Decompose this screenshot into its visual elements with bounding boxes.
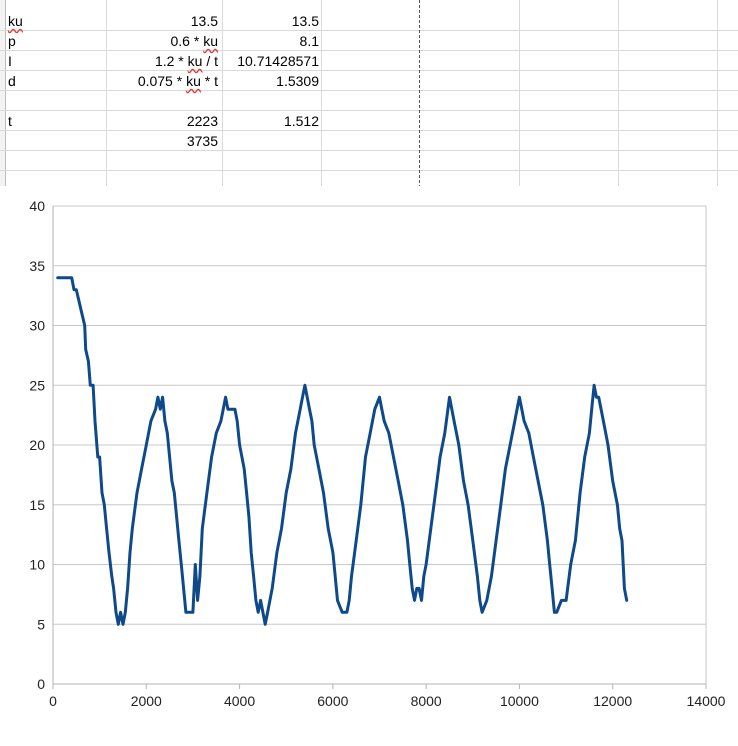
x-tick-label: 12000 <box>593 693 632 709</box>
x-tick-label: 4000 <box>224 693 255 709</box>
cell-row7-b[interactable]: 3735 <box>186 133 218 149</box>
cell-label-t[interactable]: t <box>8 113 12 129</box>
y-tick-label: 5 <box>37 616 45 632</box>
row-gridline <box>0 170 738 171</box>
y-tick-label: 0 <box>37 676 45 692</box>
cell-i-formula[interactable]: 1.2 * ku / t <box>154 53 218 69</box>
cell-p-value[interactable]: 8.1 <box>299 33 319 49</box>
x-tick-label: 10000 <box>500 693 539 709</box>
cell-ku-value[interactable]: 13.5 <box>291 13 319 29</box>
cell-t-b[interactable]: 2223 <box>186 113 218 129</box>
y-tick-label: 35 <box>29 258 45 274</box>
y-tick-label: 40 <box>29 198 45 214</box>
cell-d-value[interactable]: 1.5309 <box>276 73 319 89</box>
row-gridline <box>0 110 738 111</box>
y-tick-label: 25 <box>29 377 45 393</box>
row-gridline <box>0 150 738 151</box>
cell-t-c[interactable]: 1.512 <box>283 113 319 129</box>
cell-p-formula[interactable]: 0.6 * ku <box>170 33 219 49</box>
chart-container[interactable]: 0 5 10 15 20 25 30 35 40 0 2000 4000 6000 8000 10000 12… <box>0 186 738 743</box>
row-gridline <box>0 90 738 91</box>
cell-i-value[interactable]: 10.71428571 <box>237 53 319 69</box>
cell-label-p[interactable]: p <box>8 33 16 49</box>
row-gridline <box>0 50 738 51</box>
row-gridline <box>0 130 738 131</box>
cell-ku-formula[interactable]: 13.5 <box>190 13 218 29</box>
y-tick-label: 15 <box>29 497 45 513</box>
x-tick-label: 8000 <box>411 693 442 709</box>
line-chart: 0 5 10 15 20 25 30 35 40 0 2000 4000 6000 8000 10000 12… <box>29 198 726 709</box>
row-gridline <box>0 30 738 31</box>
cell-d-formula[interactable]: 0.075 * ku * t <box>137 73 218 89</box>
cell-label-d[interactable]: d <box>8 73 16 89</box>
series-line <box>56 276 629 626</box>
cell-label-i[interactable]: I <box>8 53 12 69</box>
y-tick-label: 20 <box>29 437 45 453</box>
x-tick-label: 0 <box>49 693 57 709</box>
y-tick-label: 10 <box>29 557 45 573</box>
row-gridline <box>0 70 738 71</box>
x-tick-label: 2000 <box>131 693 162 709</box>
x-tick-label: 6000 <box>317 693 348 709</box>
y-tick-label: 30 <box>29 318 45 334</box>
cell-label-ku[interactable]: ku <box>8 13 23 29</box>
x-tick-label: 14000 <box>687 693 726 709</box>
